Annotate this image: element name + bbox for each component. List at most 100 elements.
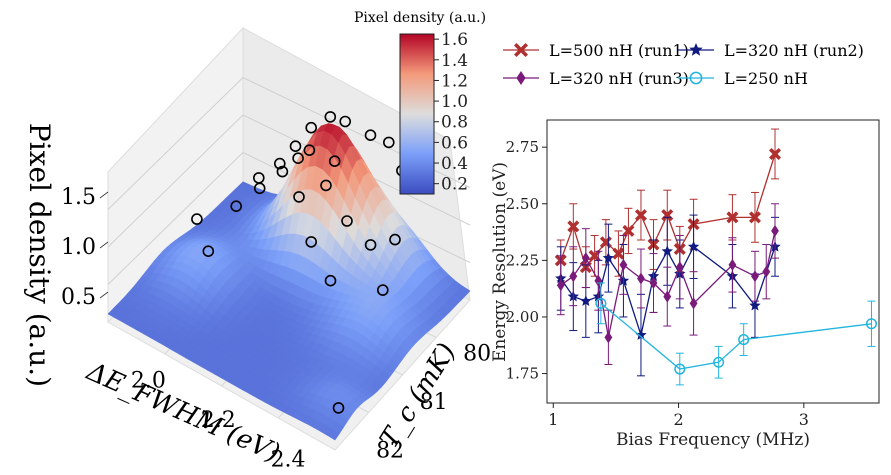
data-point [567,220,580,233]
ytick-label: 1.75 [506,365,539,383]
series-0 [554,128,782,289]
ztick-mark [99,241,109,249]
colorbar-tick-label: 0.4 [441,154,468,174]
data-point [749,299,761,311]
xtick-label: 2.4 [271,447,306,472]
surface-point [320,179,332,192]
surface-point [305,236,318,248]
surface-axes: 0.5 1.0 1.5 2.0 2.2 2.4 80 81 82 [61,185,491,472]
data-point [580,295,592,306]
data-point [687,240,700,252]
ytick-label: 2.75 [506,138,539,156]
data-point [594,274,603,287]
grid-line [107,152,244,285]
data-point [748,211,761,224]
data-point [762,265,771,278]
data-point [619,258,628,271]
surface-point [324,111,337,123]
surface-point [230,200,242,212]
data-point [738,334,750,346]
ytick-label: 2.50 [506,195,539,213]
data-point [634,209,647,222]
data-point [622,224,635,237]
colorbar-tick-label: 0.6 [441,133,468,153]
surface-point [305,121,318,134]
data-point [612,247,625,260]
surface-point [364,239,377,251]
data-point [689,71,703,85]
data-point [674,363,686,375]
surface-point [273,157,286,170]
grid-line [107,77,244,210]
line-xaxis-label: Bias Frequency (MHz) [616,430,810,450]
data-point [675,261,684,274]
xtick-label: 2.2 [201,408,236,433]
data-point [713,356,725,368]
data-point [689,297,698,310]
data-point [865,318,878,330]
surface-point [339,115,352,128]
data-point [595,297,607,309]
ytick-label: 80 [463,342,491,367]
ztick-label: 1.0 [61,235,96,260]
ytick-label: 82 [376,438,404,463]
data-point [661,245,673,257]
legend-label: L=500 nH (run1) [549,41,689,60]
data-point [588,249,601,262]
surface-point [382,136,395,149]
colorbar-tick-label: 1.0 [441,92,468,112]
data-point [604,331,613,344]
ztick-label: 1.5 [61,185,96,210]
colorbar-tick-label: 1.2 [441,71,468,91]
xtick-label: 3 [799,410,809,429]
line-ticks: 1 2 3 1.75 2.00 2.25 2.50 2.75 [506,138,809,429]
surface-point [328,155,341,167]
legend-label: L=250 nH [724,69,808,88]
data-point [514,43,528,57]
data-point [581,252,590,265]
legend-item: L=320 nH (run3) [503,69,689,88]
surface-3d-plot: 0.5 1.0 1.5 2.0 2.2 2.4 80 81 82 Pixel density (… [23,10,491,472]
surface-point [364,129,377,141]
surface-point [303,144,316,156]
surface-point [191,213,203,225]
surface-point [292,152,304,164]
data-point [602,252,615,263]
ytick-label: 2.00 [506,308,539,326]
data-point [751,270,759,283]
data-point [635,329,647,340]
data-point [771,224,779,237]
xtick-label: 2.0 [131,369,166,394]
legend-label: L=320 nH (run3) [549,69,689,88]
colorbar-tick-label: 1.6 [441,30,468,50]
legend-item: L=250 nH [678,69,808,88]
ztick-label: 0.5 [61,285,96,310]
surface-point [202,245,215,257]
data-point [726,211,739,224]
line-yaxis-label: Energy Resolution (eV) [490,162,510,362]
surface-point [276,165,289,178]
legend-item: L=500 nH (run1) [503,41,689,60]
data-point [637,272,645,285]
ytick-label: 81 [420,390,448,415]
surface-point [293,191,305,203]
surface-point [341,215,353,227]
colorbar-tick-label: 0.2 [441,175,468,195]
colorbar-tick-label: 0.8 [441,113,468,133]
data-point [728,258,737,271]
data-point [516,71,526,85]
colorbar: Pixel density (a.u.) 0.20.40.60.81.01.21… [354,10,486,195]
data-point [556,279,565,292]
line-series [554,128,878,386]
surface-mesh [107,123,471,441]
surface-point [324,274,337,287]
legend-label: L=320 nH (run2) [724,41,864,60]
series-2 [556,203,780,366]
data-point [689,43,703,56]
ztick-mark [99,191,109,199]
surface-cell [327,428,340,441]
zaxis-label: Pixel density (a.u.) [23,123,56,387]
xtick-label: 1 [548,410,558,429]
plot-frame [546,119,880,404]
